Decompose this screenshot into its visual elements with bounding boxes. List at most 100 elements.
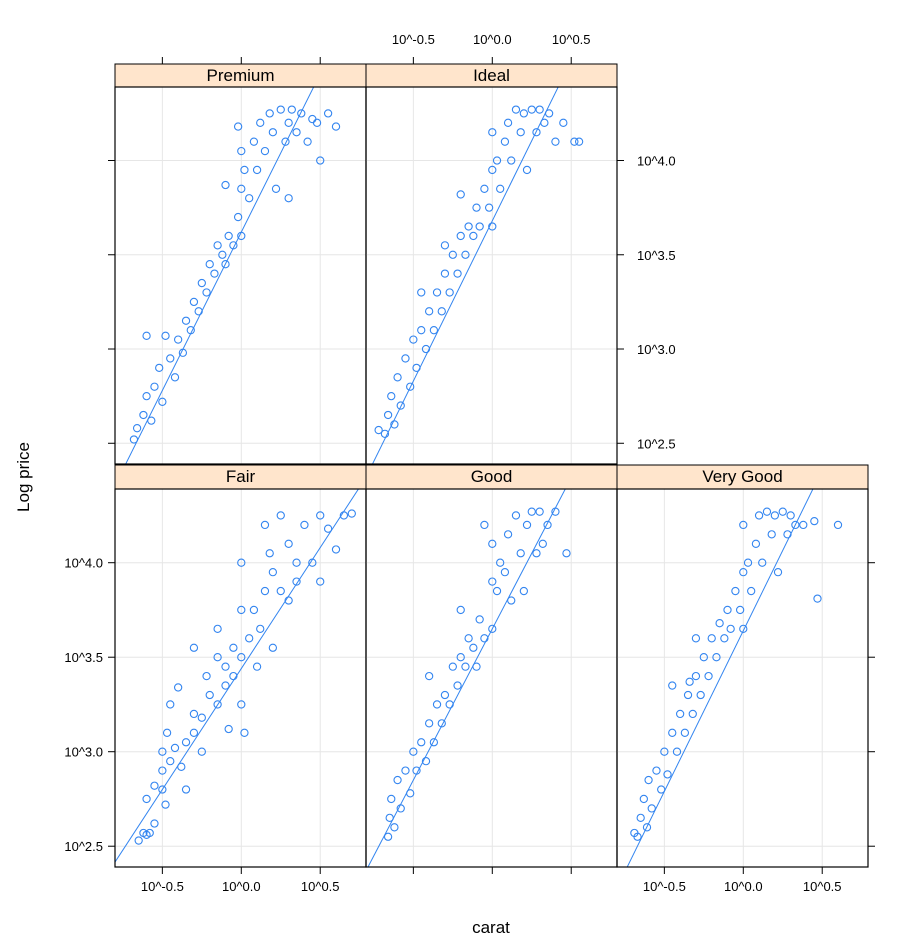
data-point (150, 382, 159, 391)
points-group (371, 87, 584, 464)
strip-label: Good (471, 467, 513, 486)
data-point (265, 109, 274, 118)
data-point (221, 180, 230, 190)
data-point (511, 511, 521, 520)
data-point (456, 231, 465, 241)
data-point (691, 671, 701, 681)
strip-label: Ideal (473, 66, 510, 85)
x-tick-label: 10^0.0 (473, 32, 512, 47)
data-point (496, 184, 505, 193)
data-point (507, 156, 516, 165)
data-point (260, 586, 270, 596)
data-point (189, 643, 199, 652)
data-point (417, 738, 426, 747)
data-point (696, 690, 705, 700)
data-point (409, 747, 418, 756)
data-point (461, 662, 470, 671)
data-point (292, 577, 301, 586)
data-point (142, 331, 151, 340)
data-point (245, 634, 254, 643)
data-point (783, 530, 792, 539)
data-point (488, 577, 497, 586)
data-point (170, 373, 180, 382)
strip-label: Premium (206, 66, 274, 85)
data-point (488, 539, 497, 548)
points-group (367, 489, 571, 867)
data-point (445, 288, 454, 297)
data-point (432, 288, 442, 297)
data-point (276, 586, 285, 596)
data-point (237, 146, 246, 156)
data-point (633, 832, 642, 841)
data-point (675, 709, 685, 719)
data-point (284, 539, 293, 548)
strip-label: Very Good (702, 467, 782, 486)
data-point (464, 222, 473, 231)
data-point (202, 671, 211, 681)
data-point (480, 184, 489, 193)
data-point (516, 128, 525, 137)
data-point (260, 146, 270, 156)
data-point (205, 690, 214, 700)
data-point (739, 624, 748, 634)
y-tick-label: 10^3.0 (637, 342, 676, 357)
data-point (181, 316, 191, 325)
data-point (574, 137, 584, 146)
data-point (735, 605, 745, 615)
data-point (456, 190, 465, 199)
data-point (660, 747, 669, 756)
data-point (668, 728, 677, 737)
panel-border (616, 488, 869, 868)
data-point (268, 568, 278, 577)
data-point (260, 520, 270, 530)
regression-line (115, 489, 360, 863)
data-point (240, 165, 249, 175)
data-point (287, 105, 296, 114)
data-point (265, 549, 274, 558)
data-point (527, 507, 536, 516)
data-point (406, 382, 415, 391)
data-point (181, 738, 191, 747)
data-point (256, 624, 265, 634)
y-tick-label: 10^3.5 (64, 650, 103, 665)
data-point (456, 653, 465, 662)
data-point (181, 785, 191, 794)
data-point (268, 128, 278, 137)
data-point (240, 728, 249, 737)
data-point (475, 222, 484, 231)
data-point (511, 105, 521, 114)
data-point (233, 122, 243, 131)
panel-border (114, 488, 367, 868)
data-point (229, 643, 238, 652)
regression-line (371, 87, 559, 464)
data-point (500, 137, 510, 146)
data-point (237, 700, 246, 709)
x-tick-label: 10^-0.5 (141, 879, 184, 894)
data-point (292, 128, 301, 137)
data-point (672, 747, 682, 756)
data-point (751, 539, 761, 548)
data-point (758, 558, 767, 567)
data-point (229, 671, 238, 681)
data-point (421, 757, 431, 766)
data-point (396, 401, 405, 410)
data-point (205, 260, 214, 269)
data-point (221, 681, 230, 690)
data-point (166, 700, 175, 709)
data-point (142, 391, 151, 401)
data-point (155, 363, 164, 373)
data-point (440, 269, 450, 278)
data-point (142, 794, 151, 804)
data-point (570, 137, 579, 146)
data-point (699, 653, 708, 662)
data-point (683, 690, 693, 700)
x-tick-label: 10^0.5 (803, 879, 842, 894)
x-tick-label: 10^0.5 (552, 32, 591, 47)
regression-line (125, 87, 315, 464)
data-point (158, 397, 167, 406)
data-point (224, 231, 233, 241)
data-point (778, 507, 787, 516)
data-point (132, 424, 142, 433)
y-tick-label: 10^4.0 (637, 154, 676, 169)
